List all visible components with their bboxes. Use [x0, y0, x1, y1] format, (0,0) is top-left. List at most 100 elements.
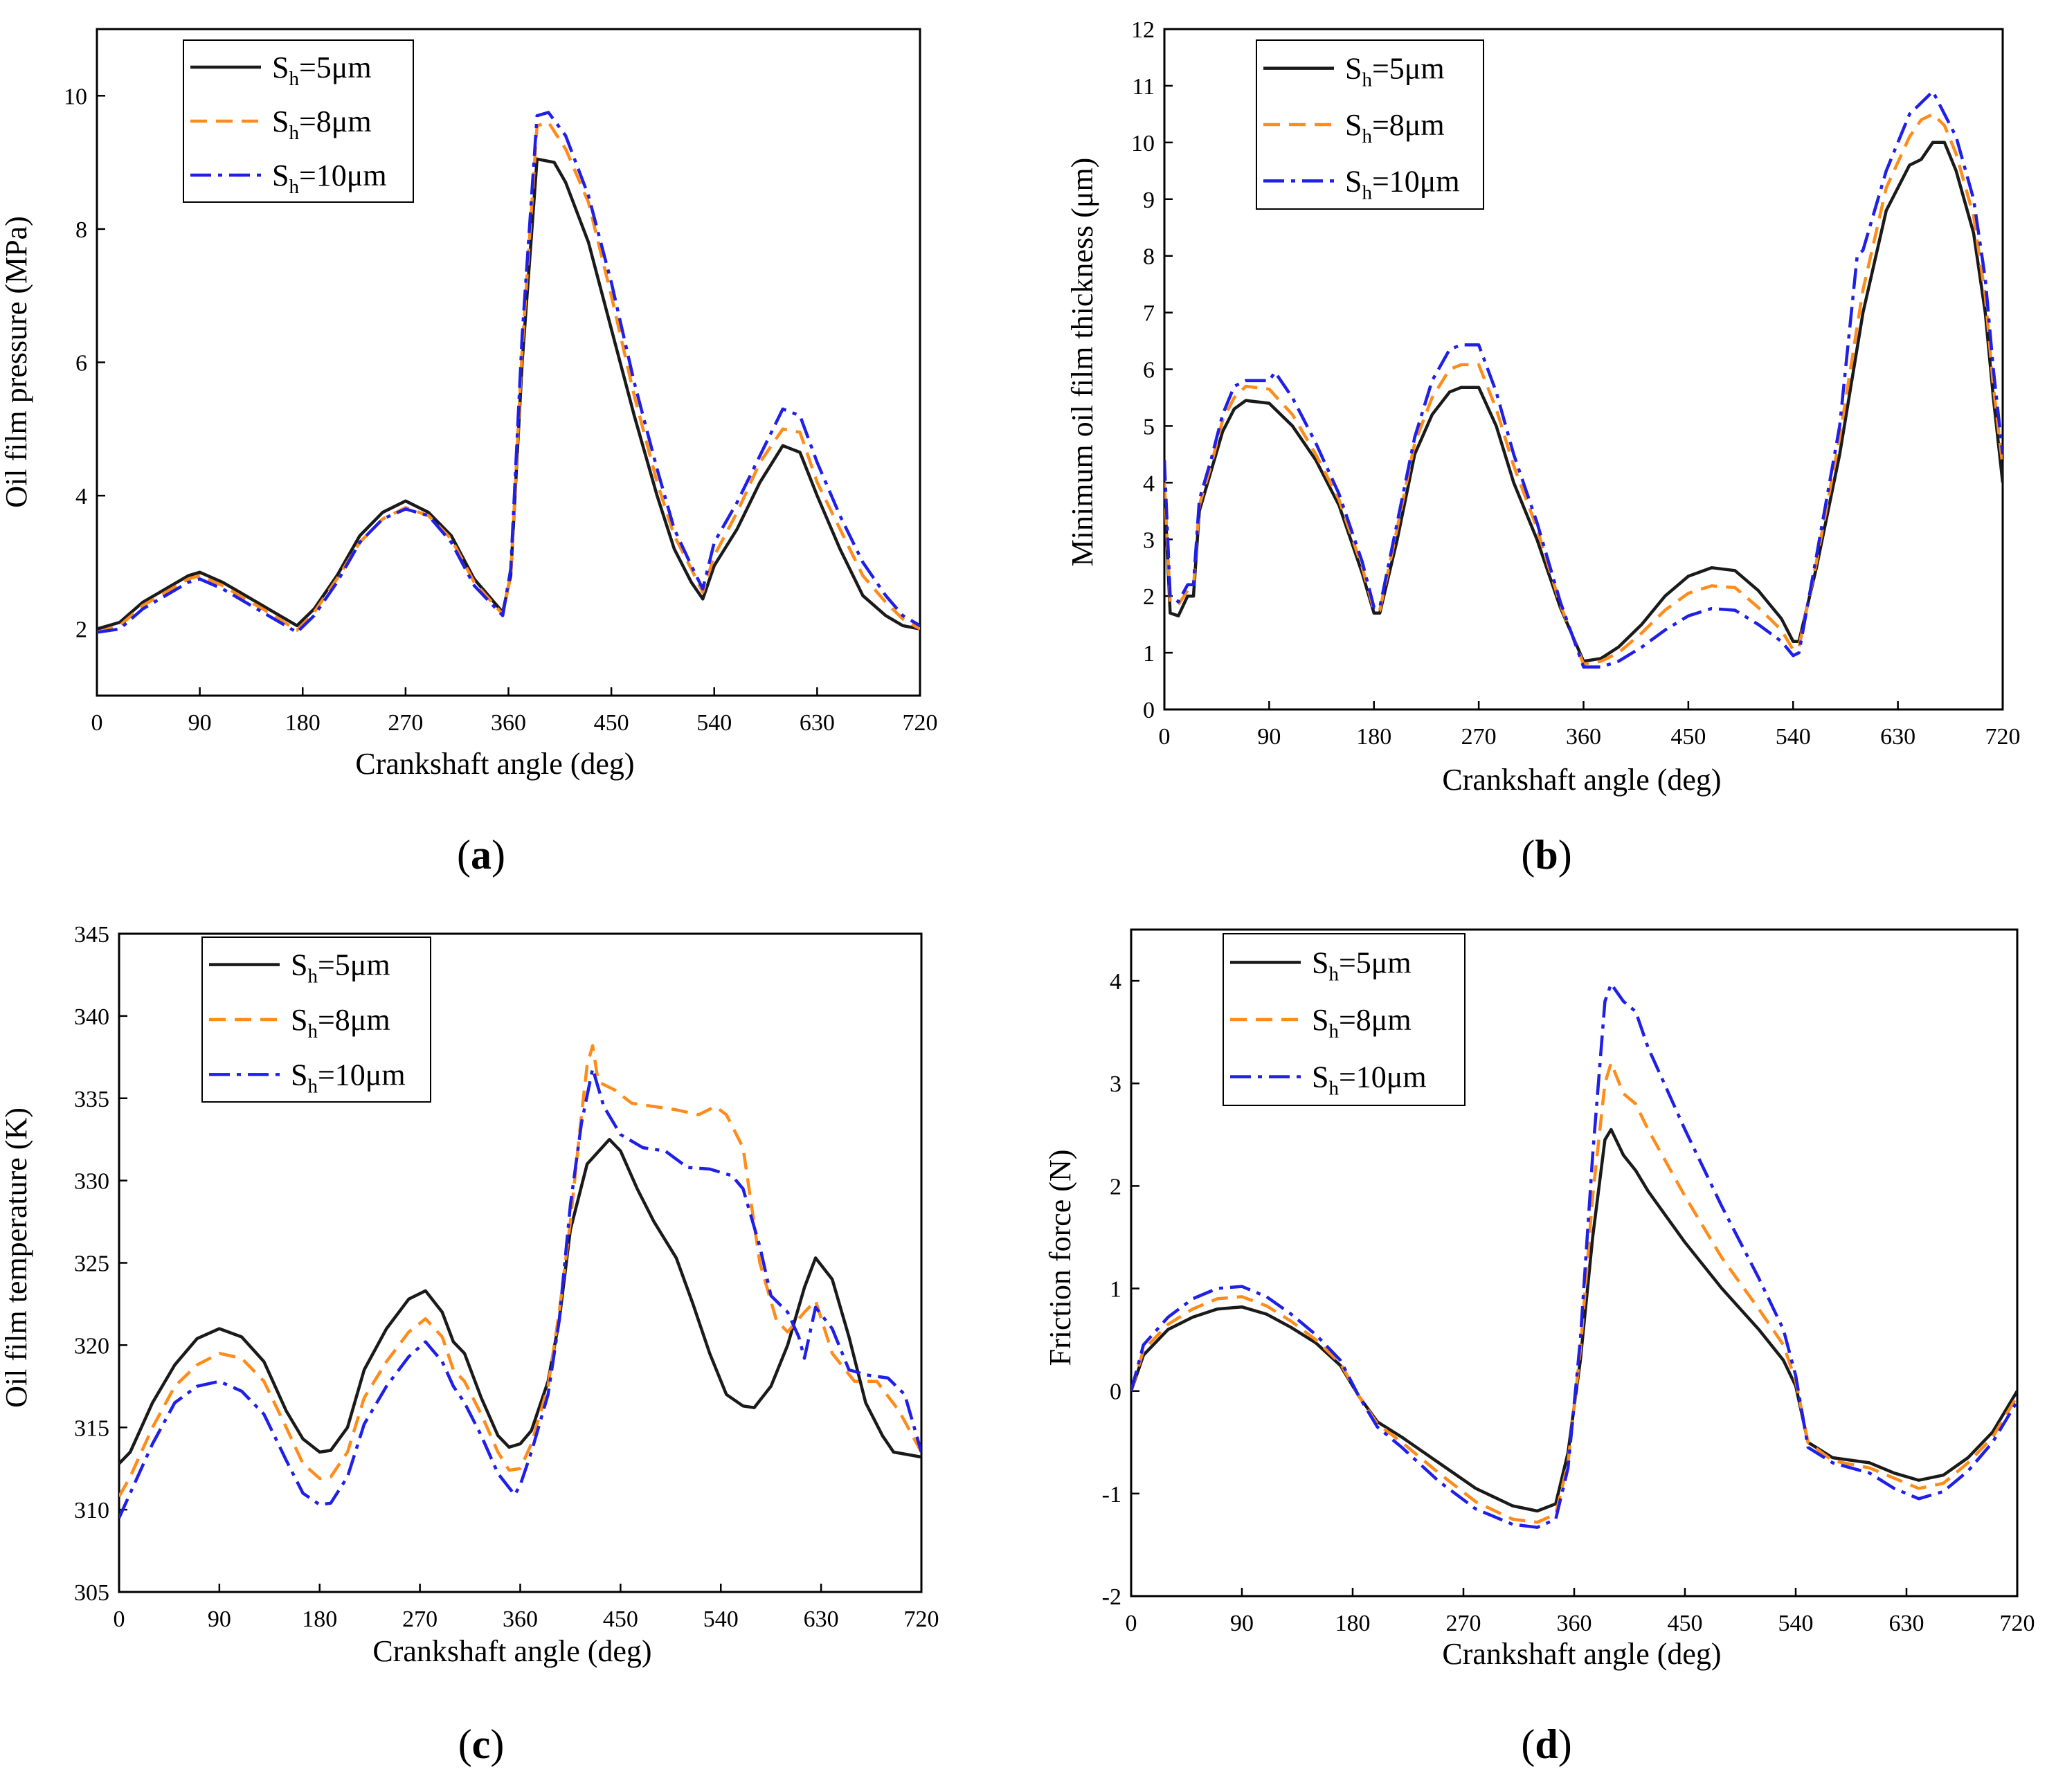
- series-line-s10: [1164, 89, 2003, 669]
- y-tick-label: 6: [1143, 358, 1155, 383]
- legend-label-s8: Sh=8μm: [291, 1003, 390, 1042]
- x-tick-label: 630: [1889, 1611, 1924, 1636]
- y-tick-label: 325: [74, 1251, 109, 1277]
- y-tick-label: 340: [74, 1004, 109, 1030]
- x-tick-label: 450: [603, 1607, 638, 1632]
- legend: Sh=5μm Sh=8μm Sh=10μm: [1256, 39, 1484, 210]
- y-tick-label: 10: [64, 84, 87, 109]
- y-tick-label: 335: [74, 1087, 109, 1112]
- y-tick-label: 0: [1143, 698, 1155, 723]
- y-tick-label: 12: [1131, 17, 1155, 43]
- x-axis-title: Crankshaft angle (deg): [372, 1634, 651, 1668]
- legend: Sh=5μm Sh=8μm Sh=10μm: [183, 39, 414, 203]
- y-tick-label: 345: [74, 922, 109, 948]
- series-line-s5: [97, 157, 920, 631]
- y-axis-title: Friction force (N): [1043, 1150, 1077, 1366]
- x-tick-label: 630: [800, 710, 835, 736]
- legend-label-s10: Sh=10μm: [1312, 1060, 1427, 1100]
- x-tick-label: 270: [388, 710, 423, 736]
- x-axis-title: Crankshaft angle (deg): [355, 747, 634, 781]
- x-tick-label: 180: [1335, 1611, 1371, 1636]
- y-tick-label: 2: [1143, 584, 1155, 610]
- y-tick-label: 7: [1143, 301, 1155, 327]
- x-axis-title: Crankshaft angle (deg): [1442, 763, 1721, 797]
- x-tick-label: 540: [703, 1607, 739, 1632]
- legend-label-s5: Sh=5μm: [1312, 945, 1412, 985]
- chart-panel-c: 0 90 180 270 360 450 540 630 720 305 310 315 320 325 3…: [0, 922, 939, 1767]
- y-tick-label: 8: [75, 217, 87, 243]
- y-axis-title: Oil film temperature (K): [0, 1107, 33, 1408]
- legend-label-s8: Sh=8μm: [1345, 108, 1445, 147]
- x-tick-label: 540: [1778, 1611, 1814, 1636]
- series-line-s10: [119, 1067, 921, 1519]
- panel-label: (b): [1521, 832, 1571, 878]
- x-tick-label: 450: [594, 710, 629, 736]
- x-tick-label: 450: [1668, 1611, 1703, 1636]
- x-tick-label: 360: [1557, 1611, 1592, 1636]
- x-tick-label: 720: [1985, 724, 2021, 750]
- y-tick-label: 305: [74, 1580, 109, 1606]
- series-line-s8: [97, 120, 920, 634]
- y-tick-label: 315: [74, 1415, 109, 1441]
- legend-label-s10: Sh=10μm: [1345, 164, 1460, 203]
- x-tick-label: 0: [1126, 1611, 1137, 1636]
- legend: Sh=5μm Sh=8μm Sh=10μm: [201, 936, 431, 1103]
- y-tick-label: -1: [1102, 1482, 1121, 1508]
- x-tick-label: 540: [696, 710, 732, 736]
- legend-label-s5: Sh=5μm: [291, 948, 390, 988]
- y-tick-label: 11: [1132, 74, 1155, 100]
- x-tick-label: 450: [1670, 724, 1706, 750]
- series-line-s10: [97, 111, 920, 634]
- y-tick-label: 2: [75, 617, 87, 643]
- x-tick-label: 180: [302, 1607, 337, 1632]
- x-axis-title: Crankshaft angle (deg): [1442, 1637, 1721, 1671]
- x-tick-label: 180: [285, 710, 321, 736]
- legend-label-s5: Sh=5μm: [1345, 52, 1445, 91]
- y-tick-label: 3: [1143, 527, 1155, 553]
- x-tick-label: 180: [1356, 724, 1391, 750]
- x-tick-label: 0: [91, 710, 103, 736]
- legend-label-s10: Sh=10μm: [291, 1058, 406, 1097]
- x-tick-label: 630: [1880, 724, 1915, 750]
- y-tick-label: 4: [75, 484, 87, 509]
- y-tick-label: 3: [1110, 1071, 1121, 1097]
- y-tick-label: 0: [1110, 1379, 1121, 1405]
- chart-panel-b: 0 90 180 270 360 450 540 630 7200123456789101112…: [1065, 17, 2021, 878]
- y-tick-label: 10: [1131, 131, 1155, 156]
- legend-label-s5: Sh=5μm: [272, 51, 372, 90]
- x-tick-label: 0: [1159, 724, 1171, 750]
- y-axis-title: Oil film pressure (MPa): [0, 216, 33, 508]
- x-tick-label: 720: [903, 710, 938, 736]
- x-tick-label: 0: [114, 1607, 125, 1632]
- y-tick-label: 320: [74, 1333, 109, 1359]
- x-tick-label: 720: [904, 1607, 939, 1632]
- legend: Sh=5μm Sh=8μm Sh=10μm: [1223, 933, 1466, 1106]
- legend-label-s8: Sh=8μm: [1312, 1003, 1412, 1042]
- series-line-s8: [1131, 1061, 2017, 1524]
- legend-label-s10: Sh=10μm: [272, 159, 387, 198]
- x-tick-label: 90: [1257, 724, 1281, 750]
- y-tick-label: 6: [75, 351, 87, 377]
- y-axis-title: Minimum oil film thickness (μm): [1065, 158, 1099, 567]
- series-line-s5: [1131, 1128, 2017, 1513]
- panel-label: (a): [457, 832, 505, 878]
- x-tick-label: 720: [2000, 1611, 2035, 1636]
- series-line-s5: [119, 1137, 921, 1465]
- panel-label: (d): [1521, 1721, 1571, 1767]
- chart-panel-d: 0 90 180 270 360 450 540 630 720 -2 -1 0 1 2 3 4 Cranksh…: [1043, 928, 2035, 1767]
- y-tick-label: 8: [1143, 244, 1155, 270]
- y-tick-label: 5: [1143, 414, 1155, 440]
- y-tick-label: -2: [1102, 1584, 1121, 1610]
- x-tick-label: 360: [503, 1607, 538, 1632]
- x-tick-label: 90: [188, 710, 212, 736]
- x-tick-label: 360: [491, 710, 526, 736]
- series-line-s8: [119, 1044, 921, 1498]
- series-line-s10: [1131, 982, 2017, 1529]
- x-tick-label: 630: [804, 1607, 839, 1632]
- y-tick-label: 4: [1143, 471, 1155, 496]
- x-tick-label: 360: [1566, 724, 1601, 750]
- series-line-s5: [1164, 141, 2003, 663]
- y-tick-label: 330: [74, 1169, 109, 1195]
- x-tick-label: 540: [1776, 724, 1811, 750]
